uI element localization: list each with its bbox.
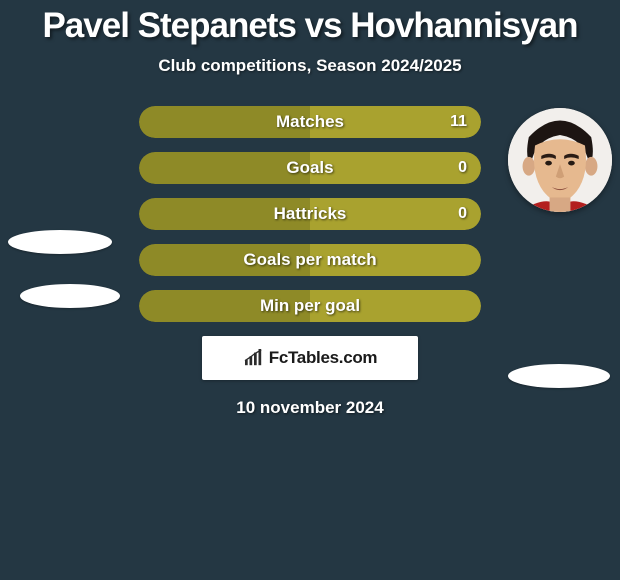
stat-value-left: [139, 290, 167, 322]
page-title: Pavel Stepanets vs Hovhannisyan: [0, 0, 620, 46]
brand-text: FcTables.com: [269, 348, 378, 368]
stat-bar: Min per goal: [139, 290, 481, 322]
stat-value-left: [139, 152, 167, 184]
stat-bar: Goals 0: [139, 152, 481, 184]
stat-value-left: [139, 244, 167, 276]
player-left-avatar: [8, 108, 112, 212]
stat-value-left: [139, 198, 167, 230]
stat-value-left: [139, 106, 167, 138]
brand-box: FcTables.com: [202, 336, 418, 380]
stat-bars: Matches 11 Goals 0 Hattricks 0 Goals per…: [139, 106, 481, 322]
stat-value-right: [453, 290, 481, 322]
stat-bar: Goals per match: [139, 244, 481, 276]
comparison-arena: Matches 11 Goals 0 Hattricks 0 Goals per…: [0, 106, 620, 418]
bar-chart-icon: [243, 349, 265, 367]
ellipse-shape: [20, 284, 120, 308]
ellipse-shape: [508, 364, 610, 388]
player-right-avatar: [508, 108, 612, 212]
avatar-circle: [508, 108, 612, 212]
stat-value-right: 0: [444, 152, 481, 184]
stat-bar: Matches 11: [139, 106, 481, 138]
date-text: 10 november 2024: [0, 398, 620, 418]
stat-value-right: 0: [444, 198, 481, 230]
stat-value-right: [453, 244, 481, 276]
ellipse-shape: [8, 230, 112, 254]
player-photo-placeholder: [508, 108, 612, 212]
subtitle: Club competitions, Season 2024/2025: [0, 56, 620, 76]
stat-bar: Hattricks 0: [139, 198, 481, 230]
stat-value-right: 11: [436, 106, 481, 138]
